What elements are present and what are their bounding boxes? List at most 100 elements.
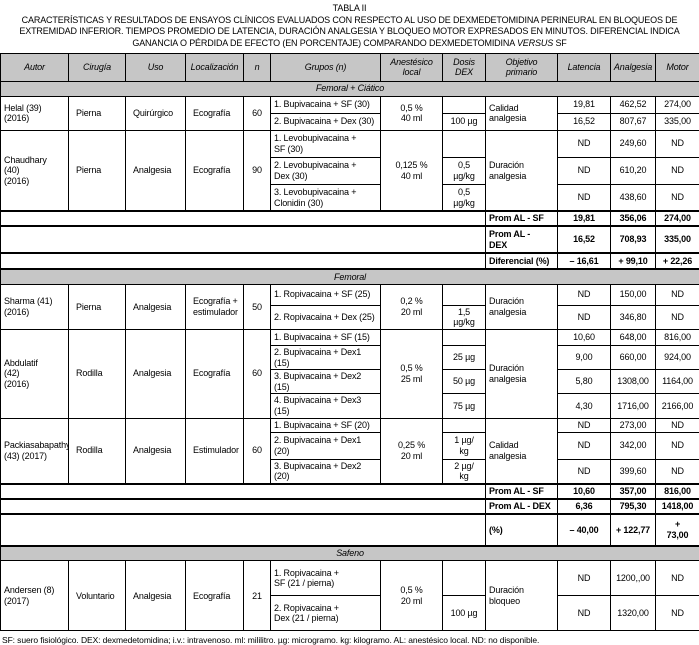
latency-cell: 19,81 [558,96,611,113]
col-header-motor: Motor [656,53,699,81]
summary-row-diferencial: Diferencial (%) – 16,61 + 99,10 + 22,26 [1,253,699,269]
col-header-autor: Autor [1,53,69,81]
study-row-chaudhary-1: Chaudhary (40) (2016) Pierna Analgesia E… [1,130,699,157]
objective-cell: Duración analgesia [486,284,558,329]
author-cell: Packiasabapathy (43) (2017) [1,418,69,484]
n-cell: 21 [244,561,271,631]
motor-cell: 2166,00 [656,394,699,418]
group-cell: 3. Bupivacaina + Dex2 (20) [271,459,381,484]
study-row-helal-1: Helal (39) (2016) Pierna Quirúrgico Ecog… [1,96,699,113]
localization-cell: Ecografía [186,329,244,418]
motor-cell: ND [656,184,699,211]
section-band-femoral: Femoral [1,269,699,284]
n-cell: 60 [244,329,271,418]
group-cell: 1. Ropivacaina + SF (25) [271,284,381,305]
latency-cell: ND [558,418,611,432]
analgesia-cell: 150,00 [611,284,656,305]
study-row-sharma-1: Sharma (41) (2016) Pierna Analgesia Ecog… [1,284,699,305]
dose-cell [443,561,486,596]
analgesia-cell: 610,20 [611,157,656,184]
motor-cell: ND [656,418,699,432]
latency-cell: 4,30 [558,394,611,418]
motor-cell: + 73,00 [656,514,699,546]
n-cell: 50 [244,284,271,329]
analgesia-cell: 346,80 [611,305,656,329]
latency-cell: 5,80 [558,370,611,394]
latency-cell: ND [558,432,611,459]
dose-cell [443,329,486,345]
summary-spacer [1,226,486,253]
caption-versus: VERSUS [517,38,553,48]
motor-cell: 274,00 [656,96,699,113]
latency-cell: 9,00 [558,345,611,369]
dose-cell: 100 µg [443,113,486,130]
anesthetic-cell: 0,25 % 20 ml [381,418,443,484]
latency-cell: ND [558,284,611,305]
n-cell: 60 [244,418,271,484]
use-cell: Analgesia [126,329,186,418]
motor-cell: ND [656,157,699,184]
section-band-label: Femoral + Ciático [1,81,699,96]
summary-spacer [1,499,486,514]
group-cell: 3. Bupivacaina + Dex2 (15) [271,370,381,394]
col-header-analgesia: Analgesia [611,53,656,81]
latency-cell: ND [558,130,611,157]
summary-label: Prom AL - DEX [486,226,558,253]
latency-cell: 19,81 [558,211,611,226]
motor-cell: 335,00 [656,113,699,130]
dose-cell [443,130,486,157]
dose-cell: 100 µg [443,596,486,631]
motor-cell: 816,00 [656,484,699,499]
motor-cell: 1418,00 [656,499,699,514]
surgery-cell: Rodilla [69,418,126,484]
motor-cell: ND [656,130,699,157]
summary-label: Prom AL - SF [486,484,558,499]
analgesia-cell: 1200,,00 [611,561,656,596]
motor-cell: + 22,26 [656,253,699,269]
motor-cell: ND [656,432,699,459]
anesthetic-cell: 0,5 % 20 ml [381,561,443,631]
group-cell: 2. Bupivacaina + Dex (30) [271,113,381,130]
col-header-latencia: Latencia [558,53,611,81]
group-cell: 1. Bupivacaina + SF (15) [271,329,381,345]
col-header-grupos: Grupos (n) [271,53,381,81]
anesthetic-cell: 0,2 % 20 ml [381,284,443,329]
motor-cell: ND [656,305,699,329]
group-cell: 2. Levobupivacaina + Dex (30) [271,157,381,184]
anesthetic-cell: 0,5 % 25 ml [381,329,443,418]
group-cell: 1. Ropivacaina + SF (21 / pierna) [271,561,381,596]
objective-cell: Calidad analgesia [486,96,558,130]
analgesia-cell: 399,60 [611,459,656,484]
col-header-uso: Uso [126,53,186,81]
summary-label: Prom AL - SF [486,211,558,226]
col-header-cirugia: Cirugía [69,53,126,81]
analgesia-cell: 342,00 [611,432,656,459]
col-header-objetivo: Objetivo primario [486,53,558,81]
summary-label: Prom AL - DEX [486,499,558,514]
summary-row-prom-al-dex: Prom AL - DEX 6,36 795,30 1418,00 [1,499,699,514]
dose-cell [443,284,486,305]
author-cell: Sharma (41) (2016) [1,284,69,329]
col-header-anestesico: Anestésico local [381,53,443,81]
section-band-safeno: Safeno [1,546,699,561]
author-cell: Andersen (8) (2017) [1,561,69,631]
summary-label: (%) [486,514,558,546]
dose-cell [443,418,486,432]
localization-cell: Ecografía [186,130,244,211]
analgesia-cell: 1308,00 [611,370,656,394]
col-header-localizacion: Localización [186,53,244,81]
latency-cell: ND [558,184,611,211]
clinical-trials-table: Autor Cirugía Uso Localización n Grupos … [0,53,699,632]
objective-cell: Calidad analgesia [486,418,558,484]
analgesia-cell: 462,52 [611,96,656,113]
analgesia-cell: 648,00 [611,329,656,345]
dose-cell: 1 µg/ kg [443,432,486,459]
group-cell: 2. Bupivacaina + Dex1 (15) [271,345,381,369]
study-row-packiasabapathy-1: Packiasabapathy (43) (2017) Rodilla Anal… [1,418,699,432]
localization-cell: Ecografía + estimulador [186,284,244,329]
latency-cell: – 16,61 [558,253,611,269]
latency-cell: ND [558,459,611,484]
motor-cell: 924,00 [656,345,699,369]
summary-row-prom-al-dex: Prom AL - DEX 16,52 708,93 335,00 [1,226,699,253]
motor-cell: 1164,00 [656,370,699,394]
